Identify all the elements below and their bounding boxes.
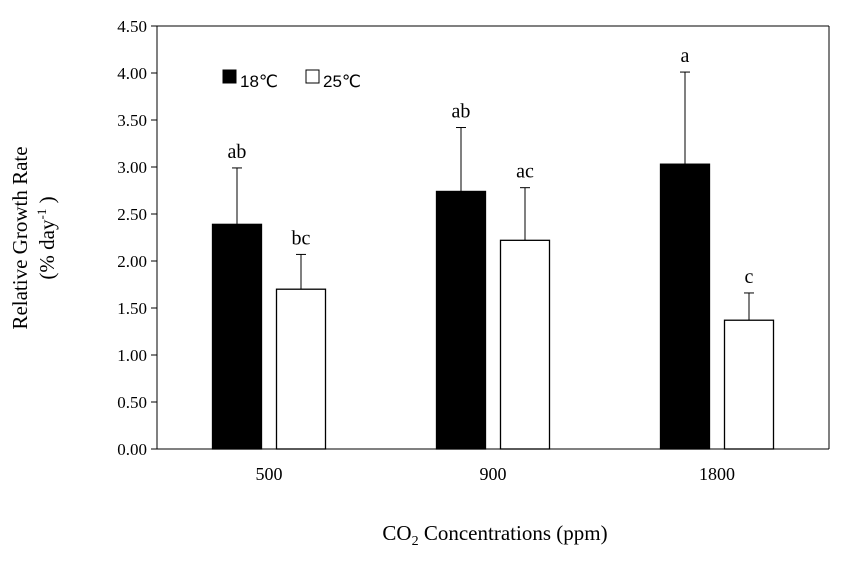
y-tick-label: 2.50: [117, 205, 147, 224]
y-tick-label: 2.00: [117, 252, 147, 271]
bar: [211, 223, 263, 450]
plot-frame: [156, 25, 830, 450]
y-axis-unit: (% day-1 ): [34, 196, 59, 279]
bar: [659, 163, 711, 450]
y-axis-unit-sup: -1: [34, 209, 49, 220]
y-tick-label: 4.00: [117, 64, 147, 83]
x-axis-title-post: Concentrations (ppm): [419, 521, 608, 545]
y-tick-label: 4.50: [117, 17, 147, 36]
legend-swatch-18c: [222, 69, 237, 84]
y-axis-unit-post: ): [35, 196, 59, 208]
x-axis-tick-labels: 500 900 1800: [256, 464, 736, 484]
legend-label-25c: 25℃: [323, 72, 361, 91]
significance-letter: bc: [292, 227, 311, 249]
x-axis-title: CO2 Concentrations (ppm): [382, 521, 607, 549]
significance-letter: ac: [516, 161, 534, 183]
significance-letter: a: [681, 45, 690, 67]
bar: [435, 190, 487, 450]
significance-letter: ab: [228, 141, 247, 163]
x-tick-label: 500: [256, 464, 283, 484]
y-axis-title-line1: Relative Growth Rate: [8, 146, 32, 329]
y-tick-label: 1.50: [117, 299, 147, 318]
y-tick-label: 1.00: [117, 346, 147, 365]
x-tick-label: 900: [480, 464, 507, 484]
y-tick-label: 0.50: [117, 393, 147, 412]
y-axis-ticks: 0.00 0.50 1.00 1.50 2.00 2.50 3.00 3.50 4.00 4.50: [117, 17, 157, 459]
y-axis-unit-pre: (% day: [35, 219, 59, 280]
legend-label-18c: 18℃: [240, 72, 278, 91]
x-axis-title-sub: 2: [412, 534, 419, 549]
legend-swatch-25c: [305, 69, 320, 84]
x-axis-title-pre: CO: [382, 521, 411, 545]
bar: [499, 239, 551, 450]
significance-letter: c: [745, 266, 754, 288]
significance-letter: ab: [452, 101, 471, 123]
legend: 18℃ 25℃: [222, 69, 361, 91]
y-tick-label: 3.50: [117, 111, 147, 130]
y-tick-label: 0.00: [117, 440, 147, 459]
y-tick-label: 3.00: [117, 158, 147, 177]
x-tick-label: 1800: [699, 464, 735, 484]
bar: [275, 288, 327, 450]
y-axis-title: Relative Growth Rate: [8, 146, 32, 329]
bar: [723, 319, 775, 450]
